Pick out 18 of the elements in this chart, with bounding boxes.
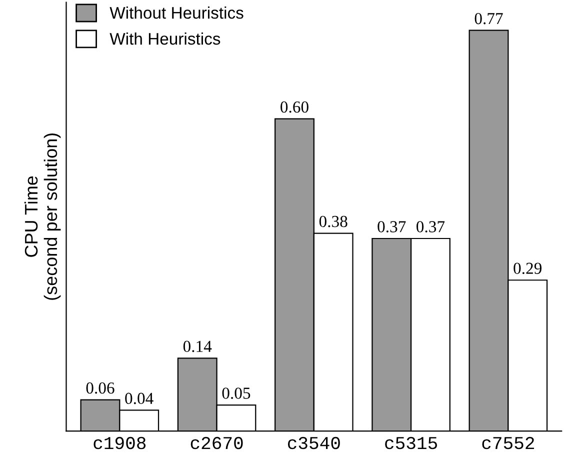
x-tick-label: c3540	[288, 436, 340, 450]
x-tick-label: c1908	[94, 436, 146, 450]
data-label: 0.38	[319, 216, 348, 228]
legend-label: With Heuristics	[110, 32, 220, 45]
data-label: 0.06	[86, 382, 114, 394]
data-label: 0.14	[183, 340, 212, 352]
data-label: 0.05	[222, 388, 250, 399]
data-label: 0.60	[280, 101, 308, 113]
legend-label: Without Heuristics	[110, 6, 244, 19]
y-axis-title: CPU Time (second per solution)	[24, 133, 61, 300]
data-label: 0.37	[378, 221, 406, 232]
data-label: 0.04	[125, 392, 154, 404]
x-tick-label: c7552	[482, 436, 534, 450]
data-label: 0.37	[416, 221, 445, 232]
data-label: 0.29	[514, 262, 542, 274]
data-label: 0.77	[474, 12, 503, 24]
x-tick-label: c2670	[190, 436, 243, 450]
x-tick-label: c5315	[385, 436, 437, 450]
